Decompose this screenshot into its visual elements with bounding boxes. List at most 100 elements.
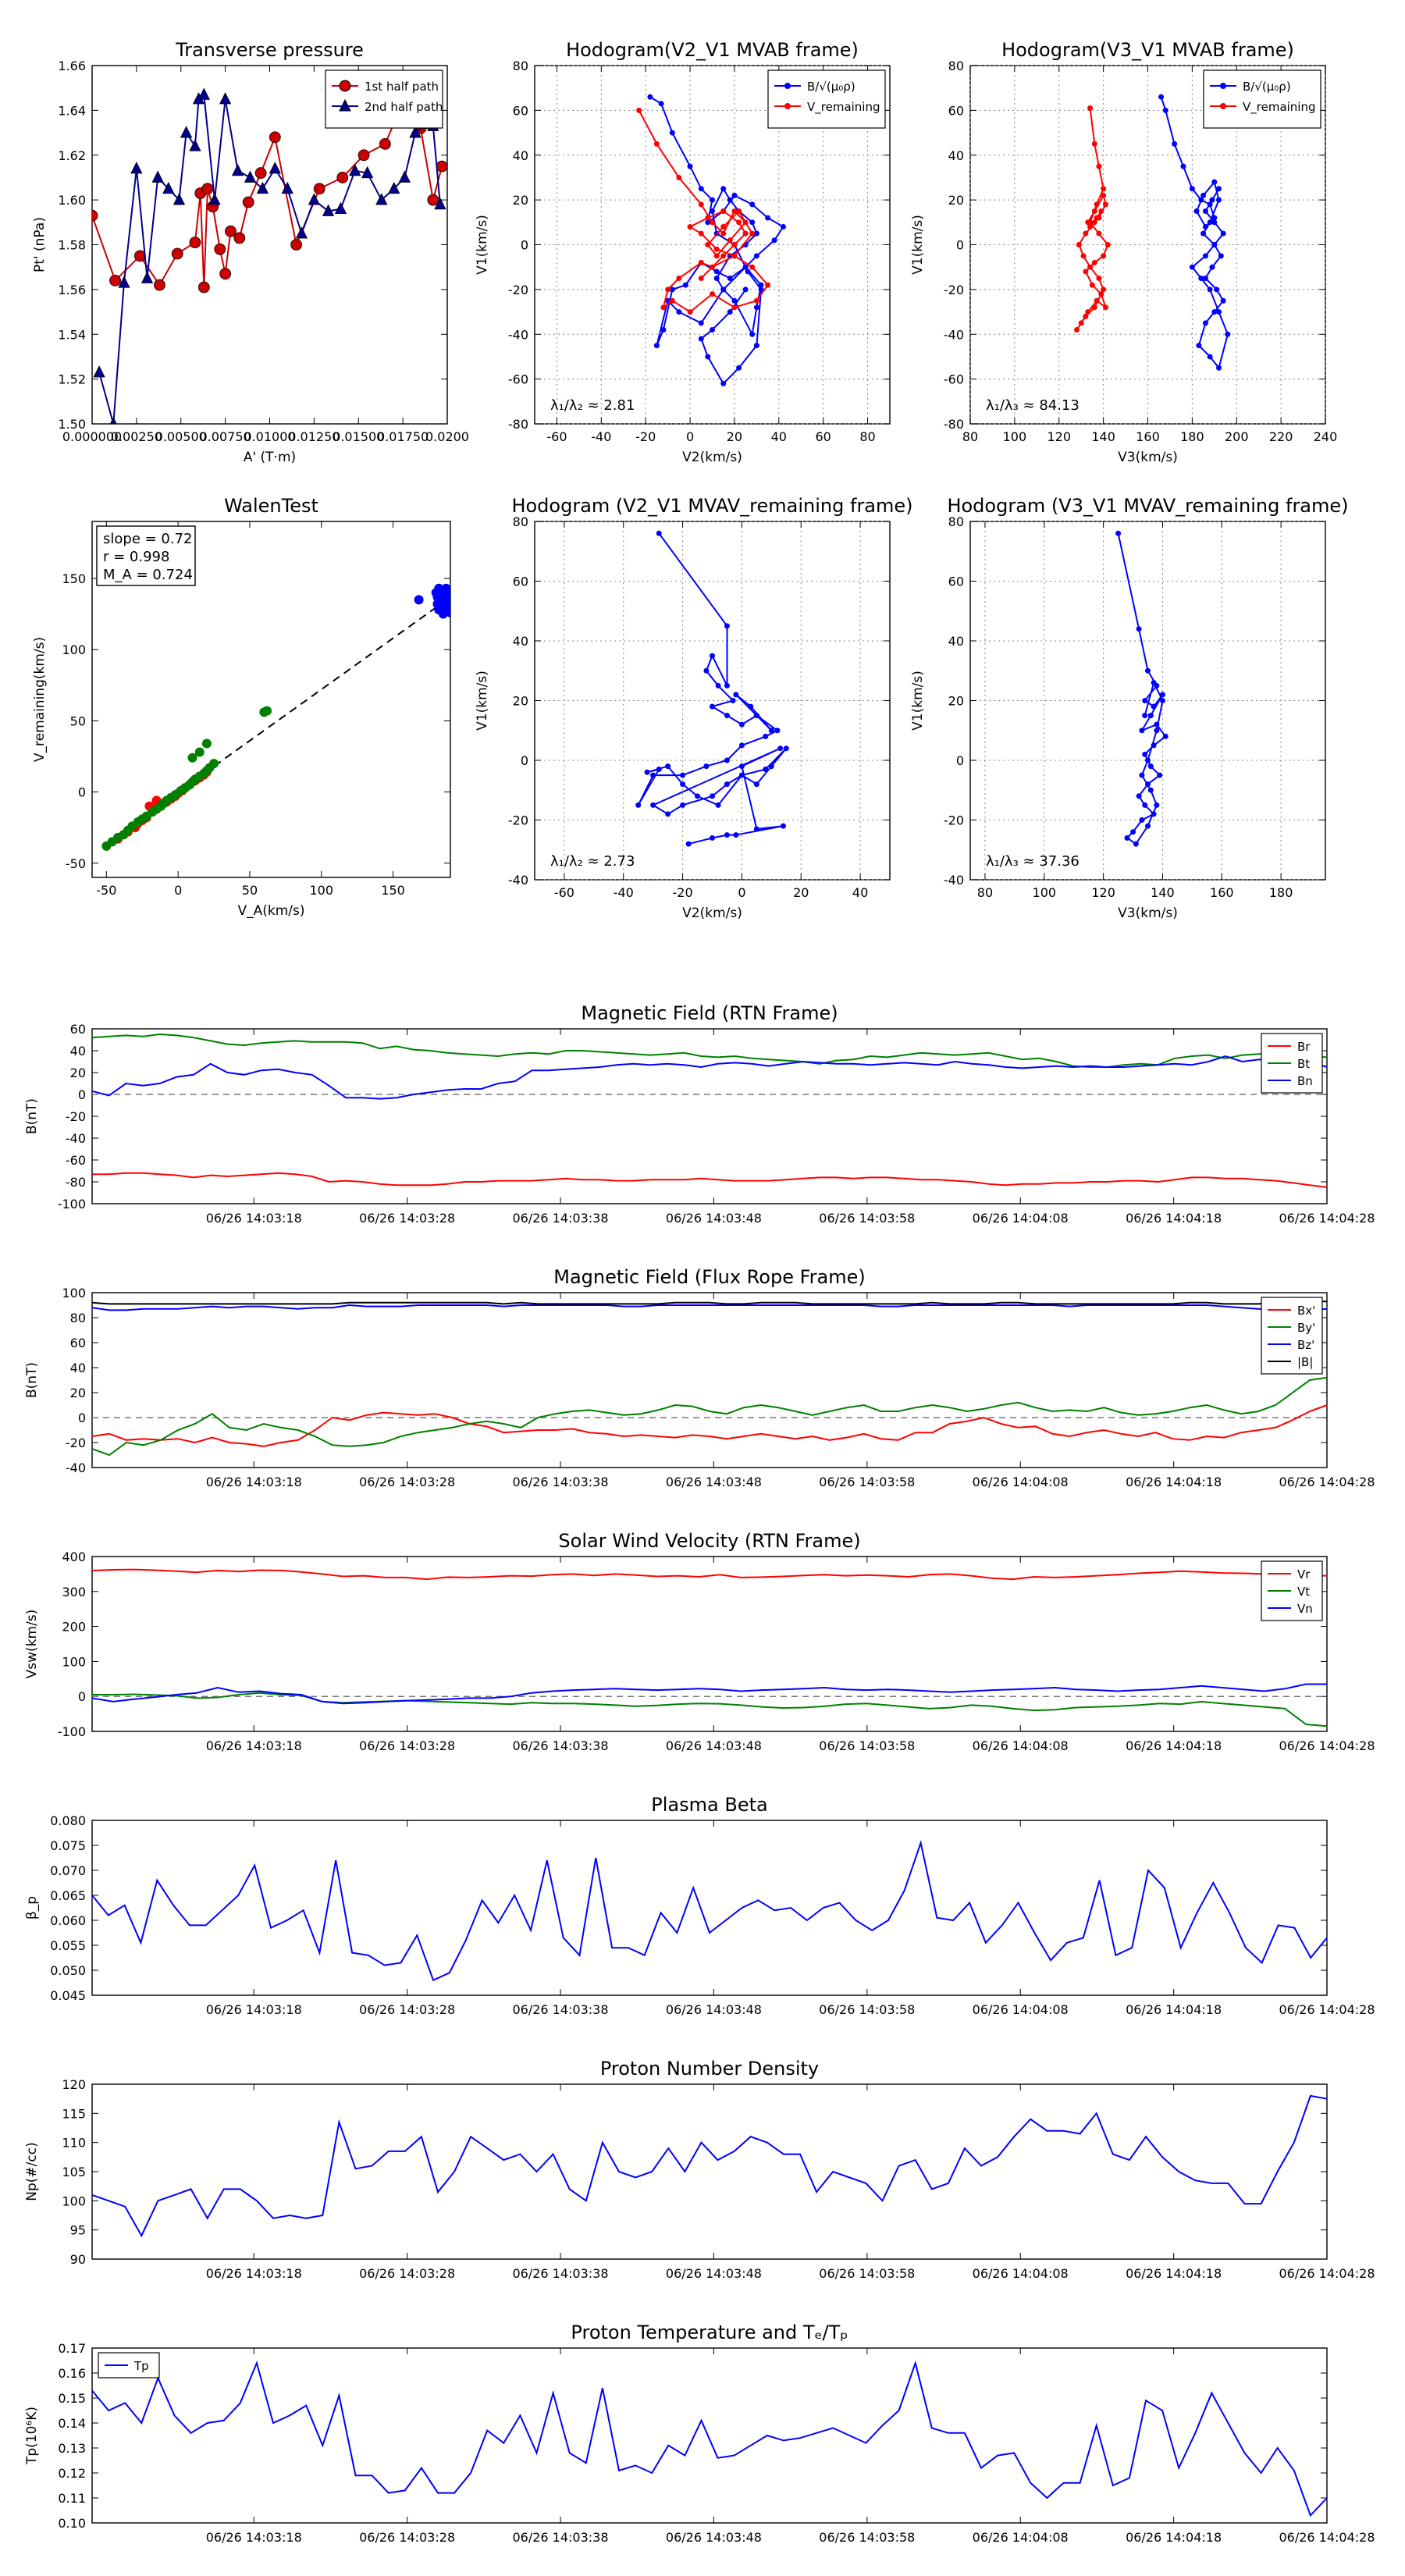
data-point [1211,215,1218,221]
y-tick-label: 200 [62,1620,86,1635]
legend: Bx' By' Bz' |B| [1261,1297,1323,1375]
data-point [669,130,675,136]
data-point [201,738,212,749]
y-tick-label: 0.070 [50,1863,86,1878]
data-point [1147,787,1154,793]
data-point [1101,192,1107,198]
data-point [698,276,704,282]
data-point [705,242,711,247]
data-point [375,193,388,205]
legend-frame [1203,69,1321,129]
y-axis-label: V1(km/s) [475,215,490,275]
data-point [1096,230,1102,237]
data-point [173,193,186,205]
x-tick-label: 06/26 14:04:18 [1126,1475,1222,1489]
x-tick-label: 06/26 14:04:08 [973,1475,1069,1489]
plot-area [1074,94,1231,371]
data-point [656,766,662,772]
data-point [733,832,739,838]
data-point [687,309,693,315]
legend-label: Vt [1297,1585,1310,1599]
data-point [439,600,450,610]
legend-label: By' [1297,1321,1315,1335]
y-tick-label: 0 [956,238,964,253]
x-tick-label: 0 [686,429,694,444]
x-tick-label: -50 [96,883,116,898]
x-tick-label: 06/26 14:04:18 [1126,2002,1222,2017]
x-tick-label: 06/26 14:04:18 [1126,2530,1222,2545]
proton_temperature-chart: 06/26 14:03:18 06/26 14:03:28 06/26 14:03:… [24,2322,1375,2545]
stats-line: slope = 0.72 [103,531,193,547]
data-point [1094,297,1100,304]
data-point [724,623,730,629]
x-tick-label: 120 [1047,429,1071,444]
y-tick-label: 40 [513,148,528,163]
data-point [1139,772,1145,778]
x-axis-label: V3(km/s) [1118,450,1178,465]
x-tick-label: 06/26 14:04:08 [973,2530,1069,2545]
y-tick-label: -20 [508,813,528,828]
series-line [91,1840,1328,1982]
y-tick-label: 1.60 [58,193,86,208]
proton_temperature-frame [91,2347,1328,2524]
y-tick-label: -100 [58,1197,86,1212]
legend-label: Bz' [1297,1338,1314,1352]
y-tick-label: 1.56 [58,283,86,297]
data-point [703,763,710,770]
x-tick-label: 140 [1091,429,1115,444]
x-tick-label: 240 [1314,429,1338,444]
x-tick-label: -20 [635,429,656,444]
data-point [1207,219,1213,226]
x-tick-label: 0.01250 [288,429,340,444]
y-axis-label: Pt' (nPa) [32,217,48,272]
x-tick-label: 06/26 14:03:48 [666,2002,762,2017]
data-point [731,208,738,214]
data-point [1220,297,1226,304]
data-point [1207,286,1213,293]
x-tick-label: 06/26 14:03:18 [206,1211,302,1226]
data-point [1202,224,1208,230]
x-tick-label: 06/26 14:04:28 [1279,1211,1375,1226]
data-point [1202,276,1208,282]
data-point [682,282,688,288]
data-point [313,183,325,195]
y-axis-label: V1(km/s) [475,671,490,731]
data-point [1216,309,1222,315]
x-axis-label: V2(km/s) [682,906,742,921]
data-point [724,832,730,838]
legend-label: Bx' [1297,1304,1315,1318]
x-tick-label: 06/26 14:03:18 [206,2266,302,2281]
x-tick-label: 06/26 14:03:28 [359,1475,455,1489]
legend-marker [784,83,791,89]
y-tick-label: 0 [78,785,86,800]
magnetic_field_fr-chart: 06/26 14:03:18 06/26 14:03:28 06/26 14:03:… [24,1266,1375,1489]
data-point [436,160,447,173]
data-point [710,703,715,710]
data-point [361,165,374,179]
x-tick-label: 06/26 14:03:38 [512,1475,608,1489]
data-point [676,276,682,282]
x-tick-label: 06/26 14:04:28 [1279,2266,1375,2281]
data-point [1216,186,1222,192]
y-tick-label: -40 [944,873,964,888]
data-point [1216,365,1222,371]
data-point [1211,179,1218,185]
x-tick-label: 06/26 14:03:58 [819,1738,915,1753]
data-point [1098,208,1104,214]
y-tick-label: 20 [948,694,964,709]
data-point [256,181,269,194]
data-point [118,276,130,288]
x-tick-label: 0.01500 [333,429,384,444]
data-point [434,197,446,210]
data-point [1159,692,1165,698]
y-tick-label: 120 [62,2077,86,2092]
y-tick-label: 0.15 [58,2391,86,2406]
data-point [720,224,727,230]
data-point [219,268,232,280]
data-point [1091,304,1097,311]
data-point [680,781,686,788]
y-tick-label: 60 [948,575,964,589]
y-tick-label: -40 [66,1461,86,1475]
chart-title: Transverse pressure [175,39,364,61]
x-tick-label: 0 [738,885,745,900]
